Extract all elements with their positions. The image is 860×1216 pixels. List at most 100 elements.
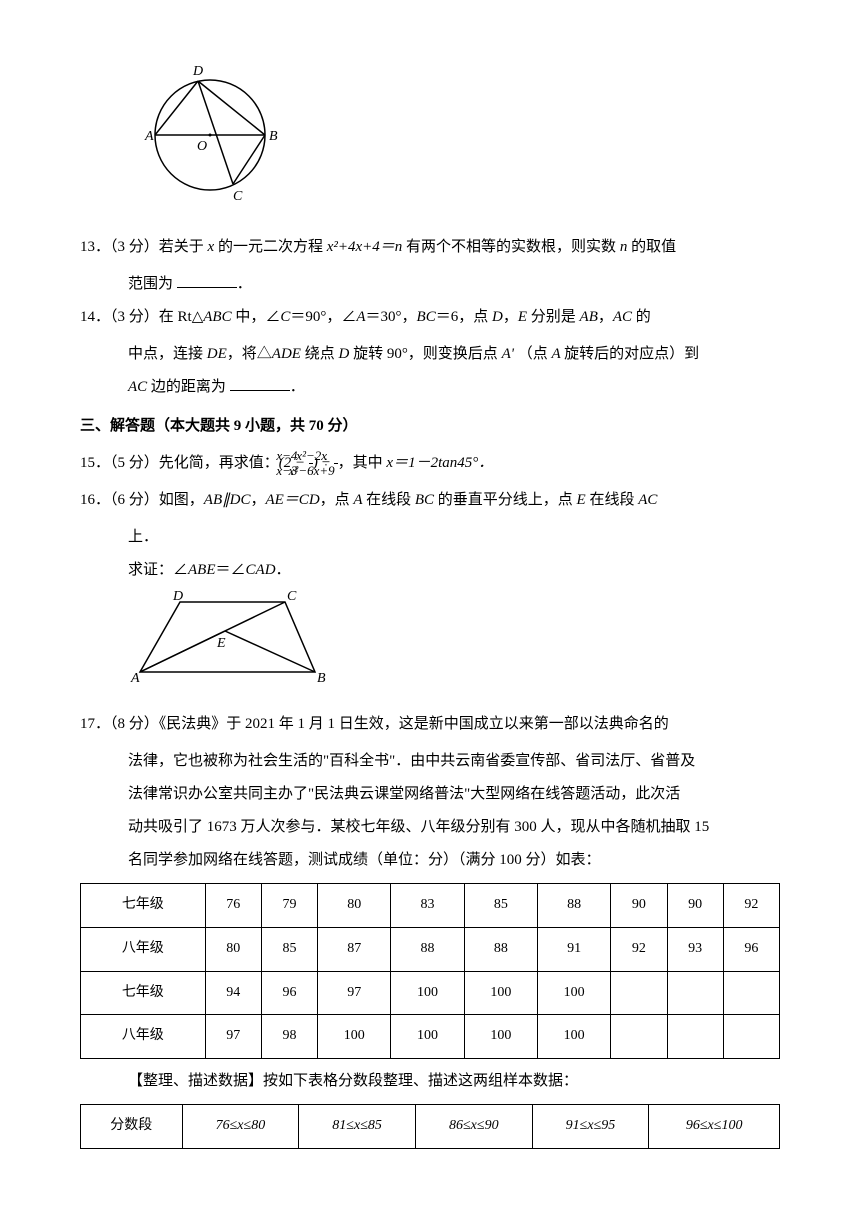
- table-cell: 92: [723, 884, 779, 928]
- svg-text:O: O: [197, 139, 207, 154]
- q15-t2: ，其中: [338, 455, 387, 471]
- q13-n: n: [620, 239, 631, 255]
- q17-line2: 法律，它也被称为社会生活的"百科全书"．由中共云南省委宣传部、省司法厅、省普及: [80, 745, 780, 778]
- svg-text:C: C: [287, 589, 297, 604]
- q15-t1: 先化简，再求值：: [159, 455, 279, 471]
- table-cell: [667, 971, 723, 1015]
- table-cell: 86≤x≤90: [415, 1105, 532, 1149]
- table-cell: 90: [611, 884, 667, 928]
- q14-de: DE: [207, 346, 227, 362]
- q16-aecd: AE＝CD: [265, 492, 319, 508]
- table-cell: 83: [391, 884, 464, 928]
- q13-text3: 有两个不相等的实数根，则实数: [406, 239, 620, 255]
- svg-text:A: A: [130, 671, 140, 686]
- q14-l2a: 中点，连接: [128, 346, 207, 362]
- question-17: 17．（8 分）《民法典》于 2021 年 1 月 1 日生效，这是新中国成立以…: [80, 708, 780, 741]
- table-cell: [667, 1015, 723, 1059]
- table-cell: 85: [261, 927, 317, 971]
- q13-x: x: [208, 239, 218, 255]
- q13-line2: 范围为 ．: [80, 268, 780, 301]
- table-row: 八年级9798100100100100: [81, 1015, 780, 1059]
- q14-a: A: [356, 309, 365, 325]
- table-cell: 85: [464, 884, 537, 928]
- q16-t3: ，点: [320, 492, 354, 508]
- table-cell: 76: [205, 884, 261, 928]
- q14-t8: ，: [598, 309, 613, 325]
- svg-text:B: B: [269, 129, 278, 144]
- table-cell: 100: [391, 1015, 464, 1059]
- q14-ab: AB: [580, 309, 598, 325]
- table-cell: 97: [318, 971, 391, 1015]
- svg-text:B: B: [317, 671, 326, 686]
- q14-ap: A': [502, 346, 518, 362]
- q14-blank: [230, 376, 290, 391]
- q14-t5: ＝6，点: [436, 309, 492, 325]
- q16-l3b: ＝∠: [216, 562, 246, 578]
- table-cell: 96: [723, 927, 779, 971]
- q17-line5: 名同学参加网络在线答题，测试成绩（单位：分）（满分 100 分）如表：: [80, 844, 780, 877]
- table-row: 分数段76≤x≤8081≤x≤8586≤x≤9091≤x≤9596≤x≤100: [81, 1105, 780, 1149]
- question-16: 16．（6 分）如图，AB∥DC，AE＝CD，点 A 在线段 BC 的垂直平分线…: [80, 484, 780, 517]
- table-row: 七年级949697100100100: [81, 971, 780, 1015]
- q15-xeq: x＝1－2tan45°．: [386, 455, 493, 471]
- table-row: 八年级808587888891929396: [81, 927, 780, 971]
- q14-t4: ＝30°，: [366, 309, 417, 325]
- q15-num: 15．: [80, 455, 110, 471]
- q14-l2e: （点: [518, 346, 552, 362]
- q14-num: 14．: [80, 309, 110, 325]
- score-table: 七年级767980838588909092八年级8085878888919293…: [80, 883, 780, 1059]
- table-cell: 79: [261, 884, 317, 928]
- q16-ac: AC: [638, 492, 657, 508]
- figure-circle: A B C D O: [125, 60, 780, 223]
- table-cell: 分数段: [81, 1105, 183, 1149]
- table-cell: 76≤x≤80: [182, 1105, 299, 1149]
- question-13: 13．（3 分）若关于 x 的一元二次方程 x²+4x+4＝n 有两个不相等的实…: [80, 231, 780, 264]
- table-cell: [611, 971, 667, 1015]
- q14-l3a: AC: [128, 379, 151, 395]
- q14-line3: AC 边的距离为 ．: [80, 371, 780, 404]
- table-cell: 88: [464, 927, 537, 971]
- q13-blank: [177, 273, 237, 288]
- table-cell: 七年级: [81, 884, 206, 928]
- q13-text4: 的取值: [631, 239, 676, 255]
- table-cell: 100: [537, 1015, 610, 1059]
- table-cell: 81≤x≤85: [299, 1105, 416, 1149]
- q16-abdc: AB∥DC: [204, 492, 251, 508]
- q14-l2c: 绕点: [305, 346, 339, 362]
- svg-text:D: D: [172, 589, 183, 604]
- q16-num: 16．: [80, 492, 110, 508]
- table-cell: 96≤x≤100: [649, 1105, 780, 1149]
- q13-period: ．: [237, 276, 252, 292]
- table-cell: 91≤x≤95: [532, 1105, 649, 1149]
- q14-t9: 的: [636, 309, 651, 325]
- table-cell: 92: [611, 927, 667, 971]
- q16-l3p: ．: [276, 562, 291, 578]
- table-cell: 88: [537, 884, 610, 928]
- q16-line3: 求证：∠ABE＝∠CAD．: [80, 554, 780, 587]
- q14-l2d: 旋转 90°，则变换后点: [353, 346, 502, 362]
- q14-l2f: 旋转后的对应点）到: [564, 346, 699, 362]
- q17-num: 17．: [80, 716, 110, 732]
- q16-t5: 的垂直平分线上，点: [438, 492, 577, 508]
- table-cell: 98: [261, 1015, 317, 1059]
- q13-points: （3 分）: [110, 239, 159, 255]
- q14-a2: A: [551, 346, 564, 362]
- q14-points: （3 分）: [110, 309, 159, 325]
- q14-line2: 中点，连接 DE，将△ADE 绕点 D 旋转 90°，则变换后点 A' （点 A…: [80, 338, 780, 371]
- table-cell: 100: [464, 1015, 537, 1059]
- q17-line3: 法律常识办公室共同主办了"民法典云课堂网络普法"大型网络在线答题活动，此次活: [80, 778, 780, 811]
- q14-bc: BC: [417, 309, 436, 325]
- table-cell: [723, 971, 779, 1015]
- table-cell: 100: [464, 971, 537, 1015]
- q16-t2: ，: [250, 492, 265, 508]
- table-cell: 88: [391, 927, 464, 971]
- range-table: 分数段76≤x≤8081≤x≤8586≤x≤9091≤x≤9596≤x≤100: [80, 1104, 780, 1149]
- svg-text:C: C: [233, 189, 243, 204]
- table-cell: 93: [667, 927, 723, 971]
- q14-c: C: [280, 309, 290, 325]
- q16-line2: 上．: [80, 521, 780, 554]
- table-cell: 八年级: [81, 927, 206, 971]
- table-cell: 100: [537, 971, 610, 1015]
- q16-t6: 在线段: [589, 492, 638, 508]
- table-cell: 80: [205, 927, 261, 971]
